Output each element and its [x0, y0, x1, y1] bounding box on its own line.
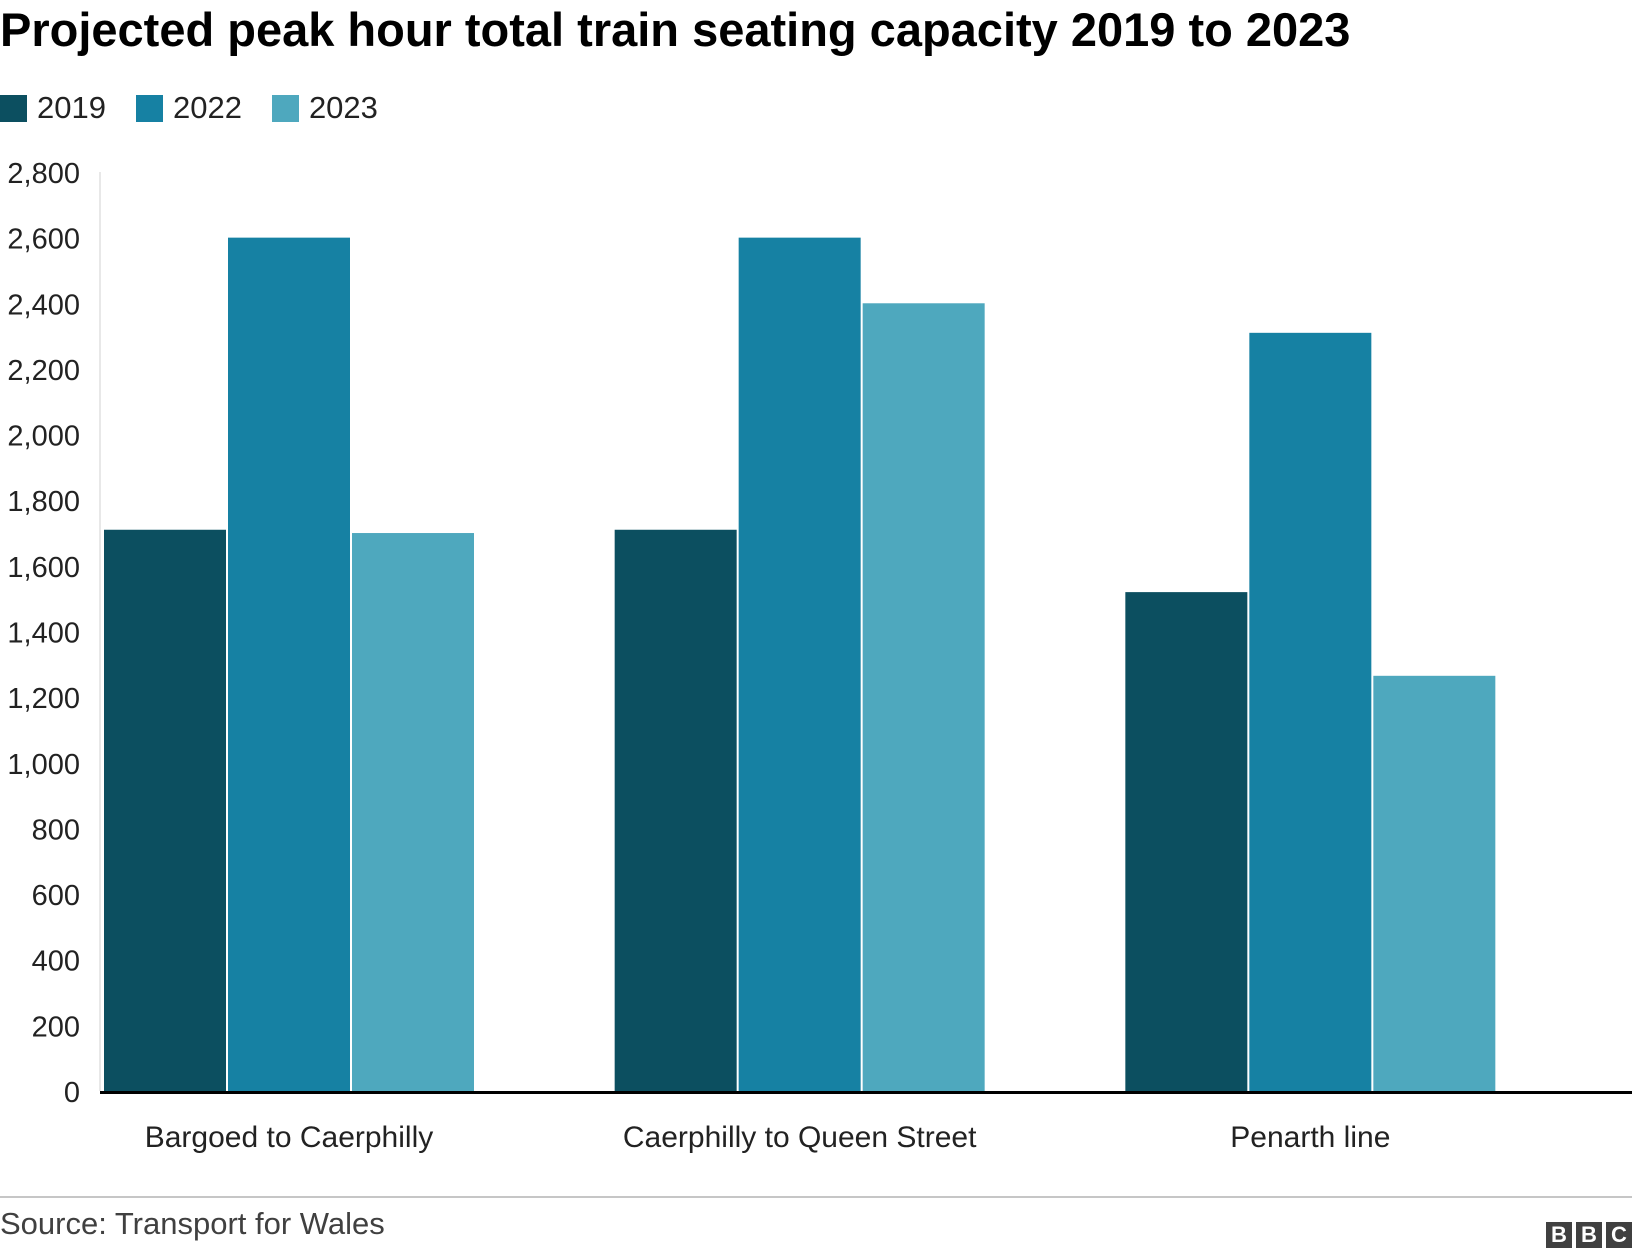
- footer-divider: [0, 1196, 1632, 1198]
- legend-item-2022: 2022: [135, 90, 242, 126]
- y-tick-label: 200: [32, 1011, 80, 1043]
- x-tick-label: Caerphilly to Queen Street: [623, 1121, 977, 1154]
- bar: [738, 237, 861, 1092]
- source-note: Source: Transport for Wales: [0, 1206, 385, 1241]
- y-tick-label: 2,600: [7, 224, 80, 256]
- y-tick-label: 0: [64, 1077, 80, 1109]
- y-tick-label: 400: [32, 946, 80, 978]
- bar-chart: 0 200 400 600 800 1,000 1,200 1,400 1,600 1,800 2,…: [7, 158, 1632, 1154]
- bbc-logo-letter: C: [1606, 1222, 1632, 1248]
- y-tick-label: 600: [32, 880, 80, 912]
- y-tick-label: 1,800: [7, 486, 80, 518]
- bar: [1249, 332, 1372, 1091]
- y-tick-label: 800: [32, 814, 80, 846]
- y-tick-label: 1,400: [7, 618, 80, 650]
- y-tick-label: 2,200: [7, 355, 80, 387]
- bar: [104, 529, 226, 1091]
- y-tick-label: 1,200: [7, 683, 80, 715]
- bbc-logo: B B C: [1542, 1222, 1632, 1248]
- bbc-logo-letter: B: [1576, 1222, 1602, 1248]
- legend-label-2019: 2019: [37, 90, 106, 125]
- y-tick-label: 2,800: [7, 158, 80, 190]
- bar: [1125, 592, 1248, 1091]
- x-tick-label: Penarth line: [1230, 1121, 1390, 1154]
- bar: [862, 303, 985, 1091]
- chart-legend: 2019 2022 2023: [0, 88, 408, 128]
- chart-title: Projected peak hour total train seating …: [0, 3, 1351, 56]
- x-tick-label: Bargoed to Caerphilly: [145, 1121, 434, 1154]
- legend-swatch-2022: [135, 94, 163, 122]
- bar: [228, 237, 350, 1092]
- y-tick-label: 2,400: [7, 289, 80, 321]
- legend-swatch-2023: [271, 94, 299, 122]
- y-tick-label: 1,000: [7, 749, 80, 781]
- legend-swatch-2019: [0, 94, 27, 122]
- legend-item-2023: 2023: [271, 90, 378, 126]
- bar: [352, 533, 474, 1091]
- legend-item-2019: 2019: [0, 90, 106, 126]
- bbc-logo-letter: B: [1546, 1222, 1572, 1248]
- bar: [1373, 675, 1496, 1091]
- legend-label-2023: 2023: [308, 90, 378, 125]
- y-tick-label: 1,600: [7, 552, 80, 584]
- legend-label-2022: 2022: [172, 90, 242, 125]
- y-tick-label: 2,000: [7, 421, 80, 453]
- bar: [614, 529, 737, 1091]
